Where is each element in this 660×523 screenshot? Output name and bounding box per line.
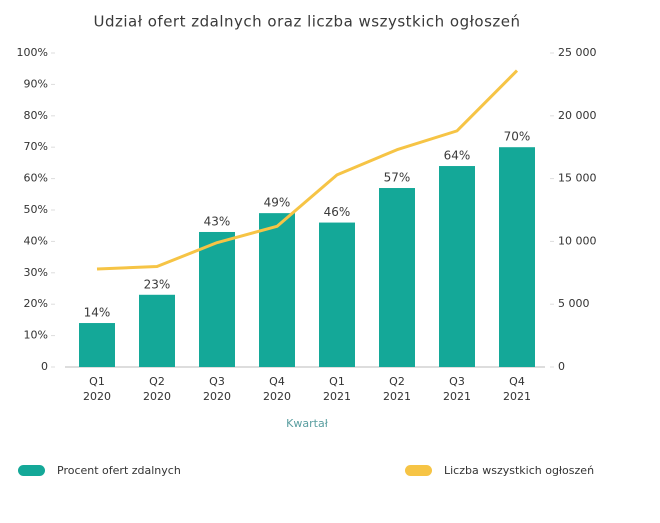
bar (199, 231, 235, 367)
x-tick-label: Q3 (449, 375, 465, 388)
legend-label: Procent ofert zdalnych (57, 464, 181, 477)
x-tick-label: Q4 (509, 375, 525, 388)
y-tick-label: 10% (24, 329, 48, 342)
value-label: 14% (84, 306, 111, 320)
legend-swatch (405, 465, 432, 476)
value-label: 43% (204, 214, 231, 228)
x-tick-label: Q2 (149, 375, 165, 388)
value-label: 57% (384, 171, 411, 185)
y-tick-label: 30% (24, 266, 48, 279)
x-tick-label: Q2 (389, 375, 405, 388)
chart-title: Udział ofert zdalnych oraz liczba wszyst… (93, 13, 520, 31)
x-tick-label: Q4 (269, 375, 285, 388)
y2-tick-label: 10 000 (558, 234, 597, 247)
y-tick-label: 70% (24, 140, 48, 153)
value-label: 70% (504, 130, 531, 144)
x-tick-label: 2020 (263, 390, 291, 403)
y-tick-label: 60% (24, 172, 48, 185)
y2-tick-label: 0 (558, 360, 565, 373)
bar (439, 166, 475, 367)
line (96, 69, 519, 271)
y-tick-label: 100% (17, 46, 48, 59)
y-tick-label: 0 (41, 360, 48, 373)
legend-label: Liczba wszystkich ogłoszeń (444, 464, 594, 477)
x-tick-label: 2021 (323, 390, 351, 403)
x-axis-label: Kwartał (286, 417, 329, 430)
x-tick-label: 2020 (83, 390, 111, 403)
x-tick-label: 2020 (203, 390, 231, 403)
x-tick-label: 2021 (383, 390, 411, 403)
value-label: 23% (144, 277, 171, 291)
x-tick-label: 2021 (443, 390, 471, 403)
bar (259, 213, 295, 367)
y-tick-label: 90% (24, 77, 48, 90)
y2-tick-label: 20 000 (558, 109, 597, 122)
bar (319, 222, 355, 367)
y-tick-label: 50% (24, 203, 48, 216)
y-tick-label: 20% (24, 297, 48, 310)
legend-swatch (18, 465, 45, 476)
y-tick-label: 40% (24, 234, 48, 247)
y2-tick-label: 5 000 (558, 297, 590, 310)
value-label: 46% (324, 205, 351, 219)
y2-tick-label: 25 000 (558, 46, 597, 59)
bar (499, 147, 535, 367)
x-tick-label: Q3 (209, 375, 225, 388)
y-tick-label: 80% (24, 109, 48, 122)
value-label: 49% (264, 196, 291, 210)
value-label: 64% (444, 149, 471, 163)
bar (379, 188, 415, 367)
bar (79, 323, 115, 367)
bar (139, 294, 175, 367)
y2-tick-label: 15 000 (558, 172, 597, 185)
x-tick-label: 2021 (503, 390, 531, 403)
x-tick-label: Q1 (89, 375, 105, 388)
x-tick-label: Q1 (329, 375, 345, 388)
x-tick-label: 2020 (143, 390, 171, 403)
